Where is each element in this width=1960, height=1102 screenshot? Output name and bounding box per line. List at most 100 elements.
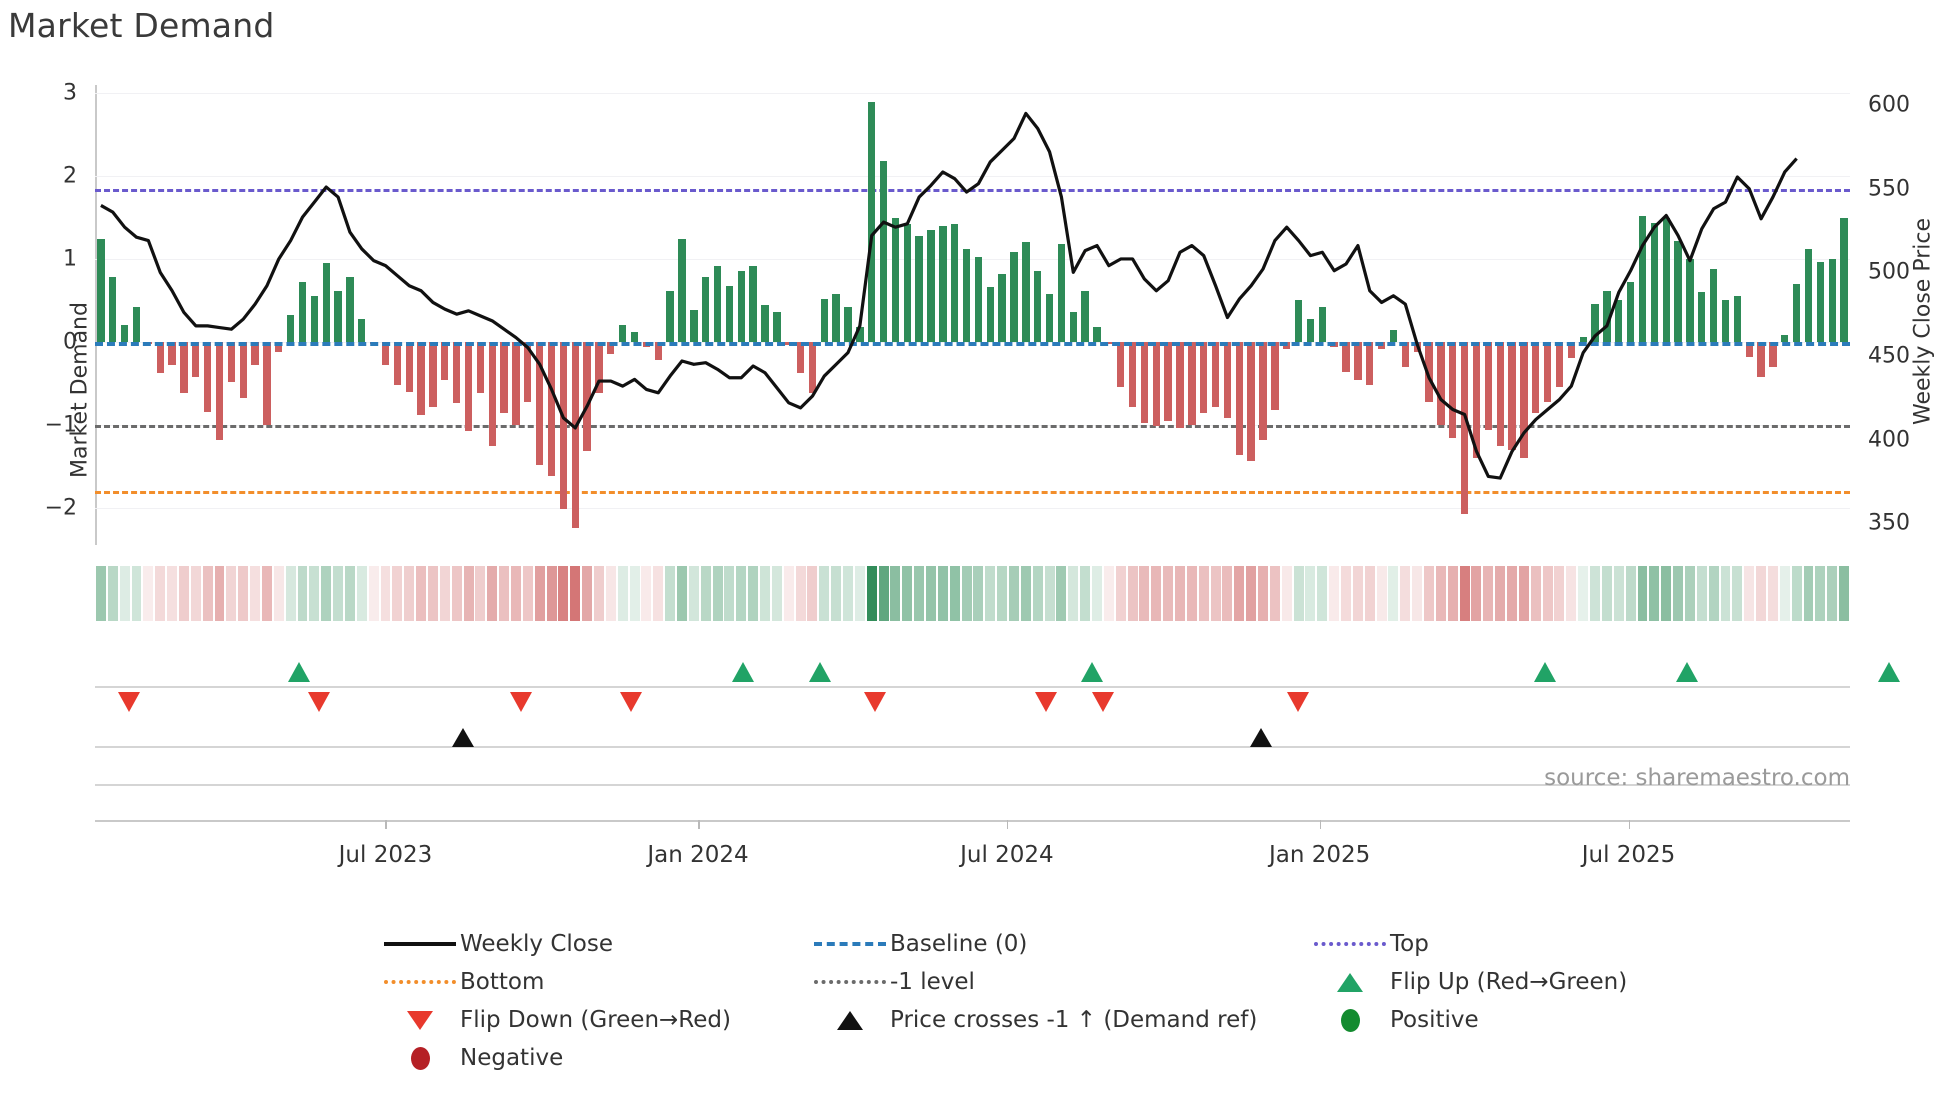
demand-bar: [310, 296, 319, 342]
demand-bar: [690, 310, 698, 342]
heatmap-cell: [1068, 566, 1079, 621]
legend-item[interactable]: Flip Up (Red→Green): [1310, 963, 1670, 1001]
heatmap-cell: [1056, 566, 1067, 621]
flip-up-marker: [1533, 662, 1556, 682]
y-axis-right-tick-label: 350: [1868, 510, 1910, 536]
heatmap-cell: [1317, 566, 1328, 621]
demand-bar: [358, 318, 366, 342]
minus-one-reference-line: [95, 424, 1850, 428]
demand-bar: [1022, 242, 1030, 342]
flip-up-marker: [808, 662, 831, 682]
demand-bar: [1686, 259, 1694, 342]
y-axis-left-tick-label: −2: [44, 495, 77, 521]
legend-item[interactable]: Top: [1310, 925, 1670, 963]
demand-bar: [903, 224, 911, 342]
legend-item[interactable]: Price crosses -1 ↑ (Demand ref): [810, 1001, 1310, 1039]
demand-bar: [452, 341, 461, 404]
demand-bar: [1081, 290, 1089, 342]
demand-bar: [939, 225, 947, 342]
heatmap-cell: [629, 566, 640, 621]
heatmap-cell: [617, 566, 628, 621]
heatmap-cell: [475, 566, 486, 621]
demand-bar: [630, 331, 639, 342]
heatmap-cell: [1281, 566, 1292, 621]
heatmap-cell: [1542, 566, 1553, 621]
legend-item[interactable]: Bottom: [380, 963, 810, 1001]
heatmap-cell: [416, 566, 427, 621]
demand-bar: [702, 277, 710, 342]
demand-bar: [749, 265, 757, 342]
demand-bar: [1318, 307, 1326, 342]
legend-label: Top: [1390, 931, 1429, 957]
heatmap-cell: [95, 566, 106, 621]
demand-bar: [974, 257, 983, 342]
y-axis-left-tick-label: 3: [63, 80, 77, 106]
legend-item[interactable]: Flip Down (Green→Red): [380, 1001, 810, 1039]
baseline-zero-line: [95, 341, 1850, 346]
demand-bar: [796, 341, 805, 374]
heatmap-cell: [510, 566, 521, 621]
demand-bar: [417, 341, 425, 415]
demand-bar: [1010, 252, 1018, 342]
heatmap-cell: [1412, 566, 1423, 621]
heatmap-cell: [783, 566, 794, 621]
legend-item[interactable]: Weekly Close: [380, 925, 810, 963]
demand-bar: [1460, 341, 1469, 515]
heatmap-cell: [712, 566, 723, 621]
heatmap-cell: [1198, 566, 1209, 621]
heatmap-cell: [1673, 566, 1684, 621]
y-axis-right-tick-label: 400: [1868, 427, 1910, 453]
demand-bar: [1117, 341, 1125, 387]
demand-bar: [1520, 341, 1528, 458]
demand-bar: [286, 315, 295, 342]
flip-down-marker: [1092, 692, 1115, 712]
heatmap-cell: [890, 566, 901, 621]
heatmap-cell: [1518, 566, 1529, 621]
demand-bar: [132, 307, 141, 342]
demand-bar: [1757, 341, 1765, 377]
heatmap-cell: [1507, 566, 1518, 621]
heatmap-cell: [1210, 566, 1221, 621]
demand-bar: [109, 277, 117, 342]
heatmap-cell: [854, 566, 865, 621]
demand-bar: [1674, 240, 1682, 342]
demand-bar: [239, 341, 247, 399]
heatmap-cell: [1127, 566, 1138, 621]
heatmap-cell: [1032, 566, 1043, 621]
heatmap-cell: [143, 566, 154, 621]
demand-bar: [915, 235, 923, 342]
heatmap-cell: [736, 566, 747, 621]
heatmap-cell: [1803, 566, 1814, 621]
demand-bar: [251, 341, 259, 366]
legend-row: Flip Down (Green→Red) Price crosses -1 ↑ …: [380, 1001, 1680, 1039]
legend-item[interactable]: Positive: [1310, 1001, 1670, 1039]
legend-item[interactable]: Baseline (0): [810, 925, 1310, 963]
flip-up-marker: [1877, 662, 1900, 682]
y-axis-line: [95, 85, 97, 545]
heatmap-cell: [107, 566, 118, 621]
demand-bar: [381, 341, 390, 366]
dashed-line-blue-icon: [810, 942, 890, 946]
y-axis-right-label: Weekly Close Price: [1910, 218, 1936, 425]
bottom-reference-line: [95, 491, 1850, 495]
heatmap-cell: [1637, 566, 1648, 621]
heatmap-cell: [321, 566, 332, 621]
demand-bar: [1449, 341, 1457, 439]
legend-label: Flip Down (Green→Red): [460, 1007, 731, 1033]
demand-bar: [441, 341, 449, 381]
y-axis-left-tick-label: 2: [63, 163, 77, 189]
heatmap-cell: [819, 566, 830, 621]
heatmap-cell: [653, 566, 664, 621]
heatmap-cell: [1234, 566, 1245, 621]
heatmap-cell: [1590, 566, 1601, 621]
demand-bar: [583, 341, 591, 452]
demand-bar: [1698, 292, 1706, 342]
demand-bar: [832, 293, 840, 342]
heatmap-cell: [1732, 566, 1743, 621]
legend-label: Baseline (0): [890, 931, 1028, 957]
legend-item[interactable]: Negative: [380, 1039, 810, 1077]
legend-label: Weekly Close: [460, 931, 613, 957]
legend-item[interactable]: -1 level: [810, 963, 1310, 1001]
demand-bar: [476, 341, 485, 394]
demand-bar: [986, 287, 994, 342]
